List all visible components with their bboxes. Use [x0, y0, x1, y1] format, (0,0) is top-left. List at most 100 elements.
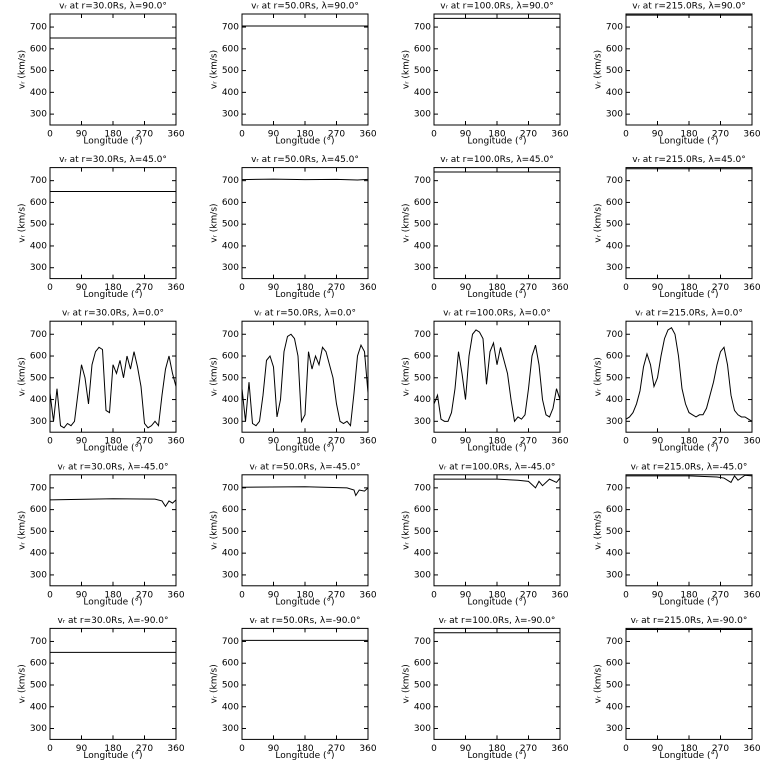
y-tick-label: 400: [606, 702, 623, 712]
x-tick-label: 90: [652, 130, 664, 140]
x-axis-label: Longitude (°): [467, 597, 526, 607]
x-tick-label: 90: [460, 590, 472, 600]
y-axis-label: vᵣ (km/s): [594, 511, 604, 550]
x-tick-label: 360: [167, 130, 184, 140]
y-axis-label: vᵣ (km/s): [594, 664, 604, 703]
x-axis-label: Longitude (°): [659, 290, 718, 300]
x-tick-label: 360: [551, 744, 568, 754]
x-tick-label: 90: [460, 744, 472, 754]
chart-title: vᵣ at r=215.0Rs, λ=-45.0°: [631, 462, 748, 472]
plot-frame: [433, 627, 561, 740]
data-line: [434, 477, 561, 489]
chart-title: vᵣ at r=30.0Rs, λ=0.0°: [62, 309, 164, 319]
x-tick-label: 180: [488, 590, 505, 600]
x-tick-label: 90: [652, 437, 664, 447]
y-axis-label: vᵣ (km/s): [402, 203, 412, 242]
chart-title: vᵣ at r=50.0Rs, λ=0.0°: [254, 309, 356, 319]
x-tick-label: 90: [268, 283, 280, 293]
x-tick-label: 90: [268, 437, 280, 447]
x-tick-label: 360: [743, 437, 760, 447]
x-tick-label: 270: [712, 283, 729, 293]
chart-title: vᵣ at r=30.0Rs, λ=45.0°: [59, 155, 167, 165]
y-tick-label: 500: [606, 527, 623, 537]
data-line: [241, 178, 369, 181]
y-tick-label: 500: [414, 680, 431, 690]
y-axis-label: vᵣ (km/s): [402, 357, 412, 396]
y-tick-label: 700: [222, 23, 239, 33]
y-tick-label: 600: [30, 659, 47, 669]
y-tick-label: 600: [606, 198, 623, 208]
y-tick-label: 700: [414, 23, 431, 33]
x-axis-label: Longitude (°): [467, 751, 526, 761]
y-tick-label: 300: [222, 110, 239, 120]
y-tick-label: 300: [606, 110, 623, 120]
x-tick-label: 270: [136, 283, 153, 293]
x-tick-label: 0: [239, 744, 245, 754]
plot-frame: [241, 474, 369, 587]
x-tick-label: 270: [136, 130, 153, 140]
x-tick-label: 90: [268, 130, 280, 140]
y-axis-label: vᵣ (km/s): [210, 357, 220, 396]
plot-frame: [241, 167, 369, 280]
x-axis-label: Longitude (°): [83, 597, 142, 607]
y-tick-label: 400: [222, 549, 239, 559]
y-tick-label: 600: [222, 352, 239, 362]
y-tick-label: 700: [606, 176, 623, 186]
y-tick-label: 300: [222, 417, 239, 427]
data-line: [241, 486, 369, 497]
x-axis-label: Longitude (°): [467, 444, 526, 454]
y-tick-label: 600: [222, 198, 239, 208]
data-line: [49, 346, 177, 429]
y-tick-label: 700: [414, 483, 431, 493]
x-tick-label: 360: [551, 130, 568, 140]
y-tick-label: 500: [606, 66, 623, 76]
x-tick-label: 270: [328, 590, 345, 600]
y-tick-label: 600: [222, 44, 239, 54]
chart-title: vᵣ at r=215.0Rs, λ=-90.0°: [631, 616, 748, 626]
y-tick-label: 500: [222, 527, 239, 537]
x-tick-label: 0: [431, 283, 437, 293]
chart-title: vᵣ at r=50.0Rs, λ=-45.0°: [249, 462, 360, 472]
y-tick-label: 400: [606, 241, 623, 251]
y-tick-label: 700: [414, 176, 431, 186]
x-tick-label: 360: [359, 590, 376, 600]
y-axis-label: vᵣ (km/s): [18, 203, 28, 242]
x-tick-label: 0: [431, 590, 437, 600]
y-tick-label: 300: [222, 570, 239, 580]
y-tick-label: 600: [222, 659, 239, 669]
x-tick-label: 270: [712, 744, 729, 754]
x-tick-label: 90: [268, 744, 280, 754]
plot-frame: [49, 474, 177, 587]
x-tick-label: 180: [104, 283, 121, 293]
x-tick-label: 0: [623, 437, 629, 447]
plot-frame: [241, 13, 369, 126]
y-tick-label: 600: [30, 44, 47, 54]
x-tick-label: 180: [104, 744, 121, 754]
x-tick-label: 0: [239, 437, 245, 447]
x-tick-label: 360: [359, 130, 376, 140]
chart-title: vᵣ at r=50.0Rs, λ=90.0°: [251, 2, 359, 12]
y-tick-label: 700: [30, 483, 47, 493]
x-axis-label: Longitude (°): [275, 444, 334, 454]
x-tick-label: 360: [167, 437, 184, 447]
chart-title: vᵣ at r=50.0Rs, λ=45.0°: [251, 155, 359, 165]
data-line: [626, 474, 753, 484]
x-tick-label: 180: [680, 744, 697, 754]
y-tick-label: 700: [222, 176, 239, 186]
data-line: [625, 327, 753, 422]
x-tick-label: 180: [488, 744, 505, 754]
x-axis-label: Longitude (°): [275, 290, 334, 300]
y-tick-label: 700: [606, 330, 623, 340]
y-axis-label: vᵣ (km/s): [402, 511, 412, 550]
y-tick-label: 500: [414, 220, 431, 230]
x-tick-label: 0: [47, 590, 53, 600]
y-tick-label: 400: [414, 702, 431, 712]
y-tick-label: 600: [606, 659, 623, 669]
x-tick-label: 0: [623, 744, 629, 754]
y-tick-label: 500: [606, 680, 623, 690]
x-tick-label: 90: [652, 744, 664, 754]
x-tick-label: 180: [296, 130, 313, 140]
y-tick-label: 700: [30, 23, 47, 33]
x-tick-label: 360: [743, 590, 760, 600]
y-tick-label: 300: [30, 724, 47, 734]
